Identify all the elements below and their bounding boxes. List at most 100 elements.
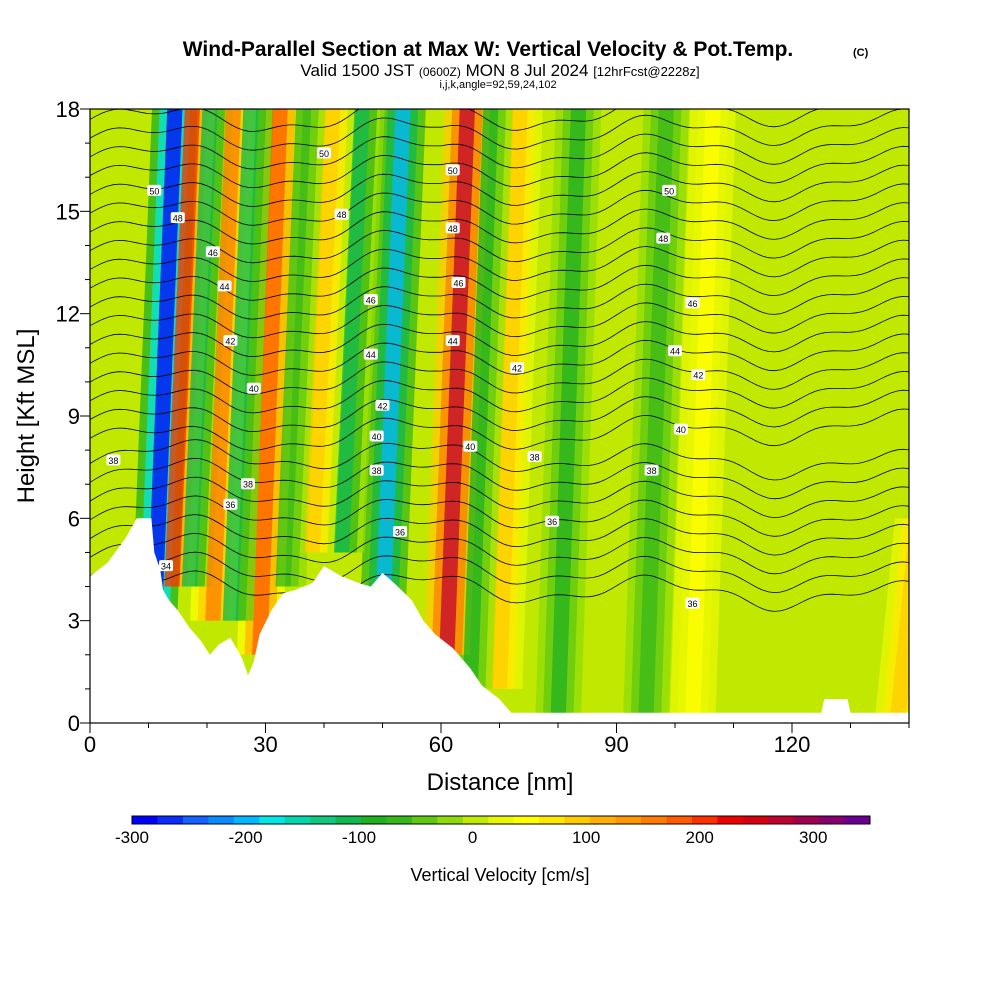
contour-label: 44	[668, 345, 682, 357]
colorbar-segment	[640, 816, 667, 824]
chart-title: Wind-Parallel Section at Max W: Vertical…	[183, 38, 794, 61]
contour-label: 40	[673, 423, 688, 435]
contour-label-text: 46	[366, 296, 376, 306]
isentrope-line	[90, 277, 909, 320]
colorbar-segment	[284, 816, 311, 824]
contour-label: 48	[334, 208, 349, 220]
isentrope-line	[90, 202, 909, 245]
y-tick-label: 12	[56, 302, 80, 327]
contour-label-text: 38	[372, 466, 382, 476]
terrain-mask	[90, 518, 909, 723]
isentrope-line	[90, 476, 909, 519]
contour-label-text: 48	[173, 214, 183, 224]
contour-label-text: 36	[395, 527, 405, 537]
contour-label-text: 44	[366, 350, 376, 360]
contour-label: 40	[463, 440, 478, 452]
contour-label: 38	[106, 454, 121, 466]
colorbar-tick-label: 0	[468, 828, 477, 847]
contour-label: 48	[445, 222, 460, 234]
x-tick-label: 0	[84, 732, 96, 757]
colorbar-segment	[462, 816, 489, 824]
isentrope-line	[90, 457, 909, 500]
colorbar-segment	[742, 816, 769, 824]
contour-label-text: 50	[149, 186, 159, 196]
valid-utc: (0600Z)	[419, 65, 461, 79]
isentrope-line	[90, 389, 909, 433]
colorbar-tick-label: 300	[799, 828, 827, 847]
colorbar-segment	[208, 816, 235, 824]
contour-label: 50	[445, 164, 460, 176]
x-tick-label: 60	[429, 732, 453, 757]
contour-label: 34	[159, 560, 174, 572]
isentrope-line	[90, 333, 909, 376]
colorbar-segment	[361, 816, 387, 824]
colorbar-segment	[793, 816, 820, 824]
contour-label: 48	[170, 212, 185, 224]
isentrope-line	[90, 514, 909, 556]
contour-label: 50	[147, 184, 162, 196]
contour-label: 44	[363, 348, 378, 360]
contour-label: 44	[217, 280, 232, 292]
colorbar-segment	[437, 816, 464, 824]
forecast-info: [12hrFcst@2228z]	[593, 64, 699, 79]
isentrope-line	[90, 145, 909, 189]
contour-label-text: 38	[530, 452, 540, 462]
colorbar-tick-label: -200	[229, 828, 263, 847]
colorbar-tick-label: 200	[686, 828, 714, 847]
colorbar-segment	[564, 816, 591, 824]
velocity-band	[222, 109, 259, 621]
contour-label-text: 42	[225, 336, 235, 346]
y-axis-label: Height [Kft MSL]	[13, 329, 40, 504]
contour-label-text: 44	[220, 282, 230, 292]
contour-label: 40	[369, 430, 384, 442]
contour-label-text: 36	[688, 599, 698, 609]
isentrope-line	[90, 183, 909, 226]
contour-label: 38	[644, 464, 659, 476]
velocity-band	[146, 109, 183, 621]
contour-label: 46	[685, 297, 700, 309]
contour-label-text: 48	[448, 224, 458, 234]
colorbar-segment	[590, 816, 617, 824]
colorbar-segment	[819, 816, 846, 824]
contour-label: 48	[656, 232, 671, 244]
contour-label-text: 42	[512, 364, 522, 374]
contour-label-text: 44	[670, 347, 680, 357]
contour-labels: 38 50 48 46 44 42 40 38 36 34 50 48 46 44 42 40 38 36 50 48…	[106, 147, 706, 609]
colorbar-segment	[539, 816, 566, 824]
colorbar-segment	[259, 816, 286, 824]
velocity-band	[638, 109, 674, 723]
y-tick-label: 9	[68, 404, 80, 429]
contour-label-text: 34	[161, 562, 171, 572]
contour-label: 50	[317, 147, 331, 159]
contour-label-text: 40	[249, 384, 259, 394]
isentrope-line	[90, 439, 909, 481]
contour-label: 46	[451, 276, 466, 288]
colorbar-segment	[310, 816, 337, 824]
contour-label-text: 38	[108, 456, 118, 466]
velocity-bands	[131, 109, 909, 723]
colorbar-segment	[182, 816, 209, 824]
x-axis-ticks: 0 30 60 90 120	[84, 723, 910, 757]
colorbar-label: Vertical Velocity [cm/s]	[410, 865, 589, 885]
colorbar-segment	[691, 816, 718, 824]
colorbar-tick-label: -100	[342, 828, 376, 847]
valid-time-line: Valid 1500 JST (0600Z) MON 8 Jul 2024 [1…	[300, 61, 699, 80]
valid-prefix: Valid 1500 JST	[300, 61, 414, 80]
contour-label-text: 50	[664, 186, 674, 196]
x-tick-label: 30	[253, 732, 277, 757]
contour-label-text: 40	[465, 442, 475, 452]
colorbar-segment	[233, 816, 260, 824]
contour-label: 42	[691, 369, 706, 381]
contour-label: 42	[223, 334, 238, 346]
y-tick-label: 18	[56, 97, 80, 122]
contour-label-text: 50	[319, 149, 329, 159]
colorbar-segment	[488, 816, 515, 824]
isentrope-line	[90, 109, 909, 151]
velocity-band	[491, 109, 528, 689]
colorbar-segment	[513, 816, 540, 824]
velocity-band	[374, 109, 411, 621]
colorbar-segment	[411, 816, 438, 824]
contour-label: 36	[685, 597, 700, 609]
isentropes	[90, 109, 909, 612]
